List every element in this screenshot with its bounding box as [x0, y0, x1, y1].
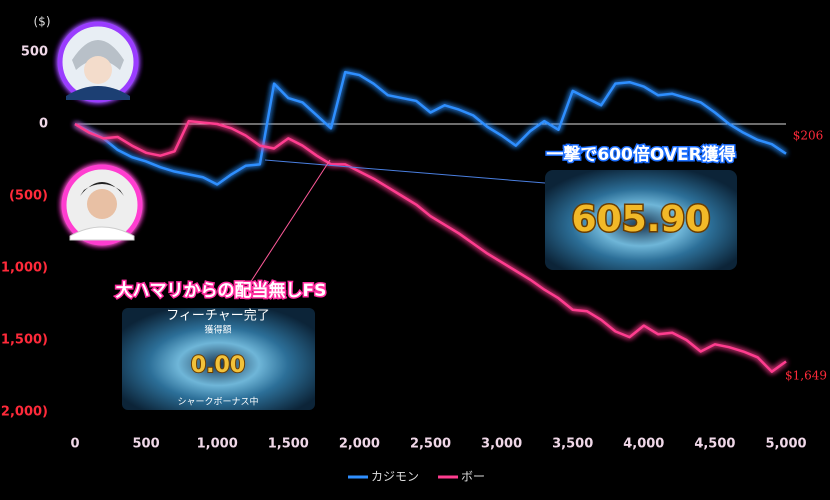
series-line [74, 70, 787, 186]
series-line [74, 119, 787, 373]
x-tick-label: 1,000 [197, 437, 238, 452]
x-tick-label: 4,000 [623, 437, 664, 452]
x-tick-label: 3,000 [481, 437, 522, 452]
connector [249, 159, 331, 284]
big-win-image [545, 170, 737, 270]
big-win-amount: 605.90 [572, 199, 711, 240]
no-pay-image [122, 308, 315, 410]
y-unit: ($) [34, 15, 51, 29]
y-tick-label: (1,500) [0, 333, 48, 348]
x-tick-label: 2,000 [339, 437, 380, 452]
x-tick-label: 500 [133, 437, 160, 452]
no-pay-title: 大ハマリからの配当無しFS [116, 280, 327, 301]
x-tick-label: 4,500 [694, 437, 735, 452]
x-tick-label: 1,500 [268, 437, 309, 452]
y-tick-label: (2,000) [0, 405, 48, 420]
big-win-title: 一撃で600倍OVER獲得 [546, 144, 735, 165]
x-tick-label: 3,500 [552, 437, 593, 452]
x-tick-label: 2,500 [410, 437, 451, 452]
no-pay-header: フィーチャー完了 [166, 309, 270, 324]
x-tick-label: 5,000 [765, 437, 806, 452]
no-pay-sub: 獲得額 [204, 324, 231, 336]
legend-label: ボー [461, 470, 485, 484]
legend-label: カジモン [371, 470, 419, 484]
avatar-bo [61, 164, 143, 246]
no-pay-amount: 0.00 [191, 353, 245, 378]
end-label: $1,649 [785, 369, 827, 383]
connector [264, 159, 546, 184]
y-tick-label: 0 [39, 117, 48, 132]
x-tick-label: 0 [70, 437, 79, 452]
avatar-kajimon [57, 21, 139, 103]
y-tick-label: 500 [21, 45, 48, 60]
y-tick-label: (1,000) [0, 261, 48, 276]
y-tick-label: (500) [9, 189, 48, 204]
end-label: $206 [793, 129, 824, 143]
no-pay-footer: シャークボーナス中 [177, 396, 258, 408]
